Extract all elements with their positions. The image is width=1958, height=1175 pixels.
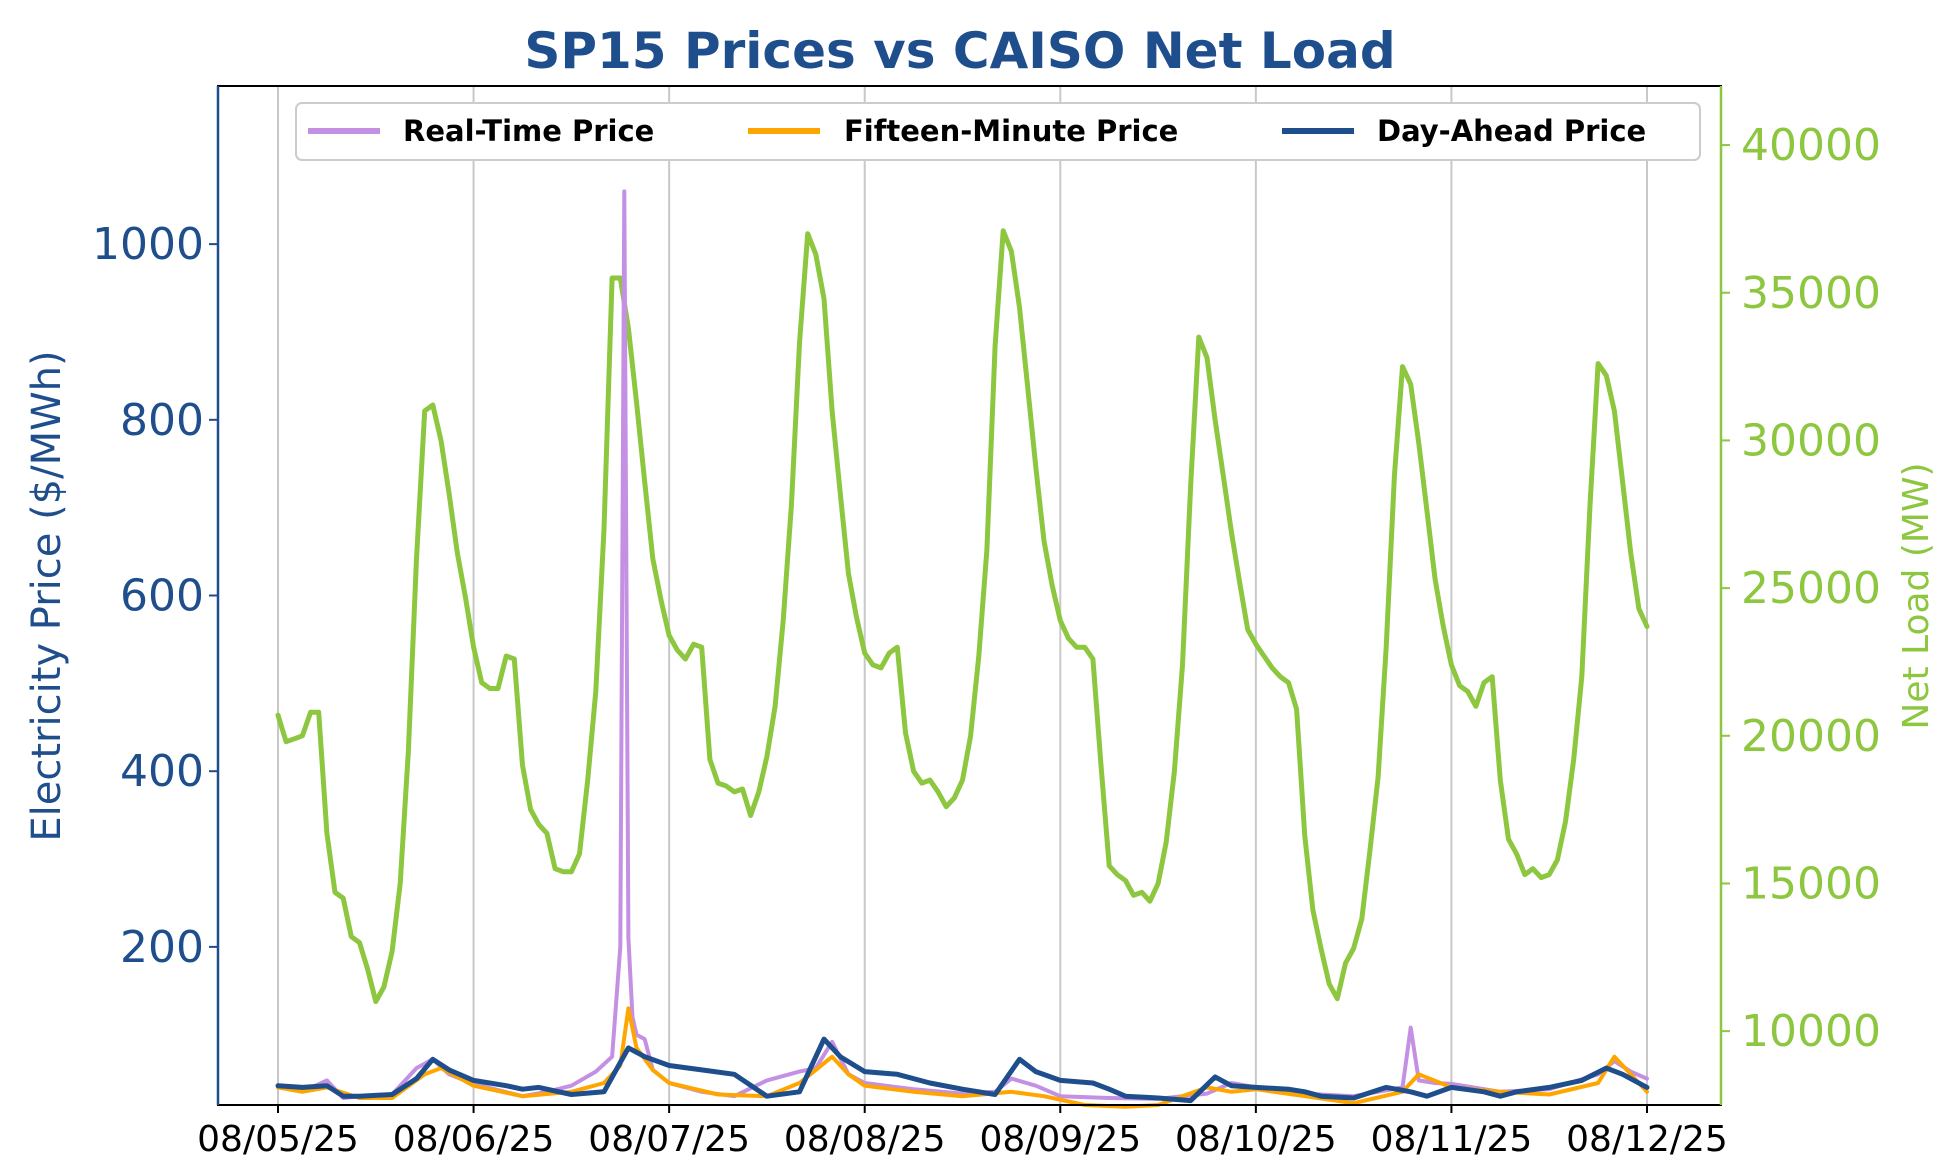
- left-tick-label: 1000: [92, 219, 204, 270]
- x-tick-label: 08/06/25: [393, 1119, 555, 1160]
- x-tick-label: 08/08/25: [784, 1119, 946, 1160]
- x-axis-ticks: 08/05/25 08/06/25 08/07/25 08/08/25 08/09/25…: [197, 1105, 1728, 1160]
- x-tick-label: 08/12/25: [1566, 1119, 1728, 1160]
- left-tick-label: 400: [120, 746, 204, 797]
- right-tick-label: 10000: [1741, 1006, 1881, 1057]
- series-layer: [275, 189, 1650, 1109]
- x-tick-label: 08/07/25: [588, 1119, 750, 1160]
- left-tick-label: 600: [120, 571, 204, 622]
- legend-label-real-time: Real-Time Price: [403, 114, 654, 148]
- right-tick-label: 35000: [1741, 268, 1881, 319]
- right-axis-ticks: 10000 15000 20000 25000 30000 35000 40000: [1721, 120, 1881, 1057]
- legend-box: [295, 102, 1701, 161]
- right-tick-label: 20000: [1741, 711, 1881, 762]
- left-tick-label: 200: [120, 922, 204, 973]
- series-line-day-ahead-price: [275, 1036, 1650, 1104]
- left-tick-label: 800: [120, 395, 204, 446]
- series-line-net-load: [275, 228, 1650, 1005]
- right-tick-label: 25000: [1741, 563, 1881, 614]
- right-tick-label: 30000: [1741, 415, 1881, 466]
- chart-title: SP15 Prices vs CAISO Net Load: [524, 22, 1395, 80]
- left-axis-label: Electricity Price ($/MWh): [24, 350, 70, 841]
- x-tick-label: 08/05/25: [197, 1119, 359, 1160]
- legend: Real-Time Price Fifteen-Minute Price Day…: [295, 102, 1701, 161]
- legend-label-fifteen-minute: Fifteen-Minute Price: [844, 114, 1178, 148]
- right-tick-label: 15000: [1741, 858, 1881, 909]
- right-tick-label: 40000: [1741, 120, 1881, 171]
- x-tick-label: 08/11/25: [1371, 1119, 1533, 1160]
- x-tick-label: 08/10/25: [1175, 1119, 1337, 1160]
- x-tick-label: 08/09/25: [979, 1119, 1141, 1160]
- grid: [277, 86, 1648, 1105]
- left-axis-ticks: 200 400 600 800 1000: [92, 219, 218, 973]
- legend-label-day-ahead: Day-Ahead Price: [1377, 114, 1646, 148]
- right-axis-label: Net Load (MW): [1896, 462, 1937, 729]
